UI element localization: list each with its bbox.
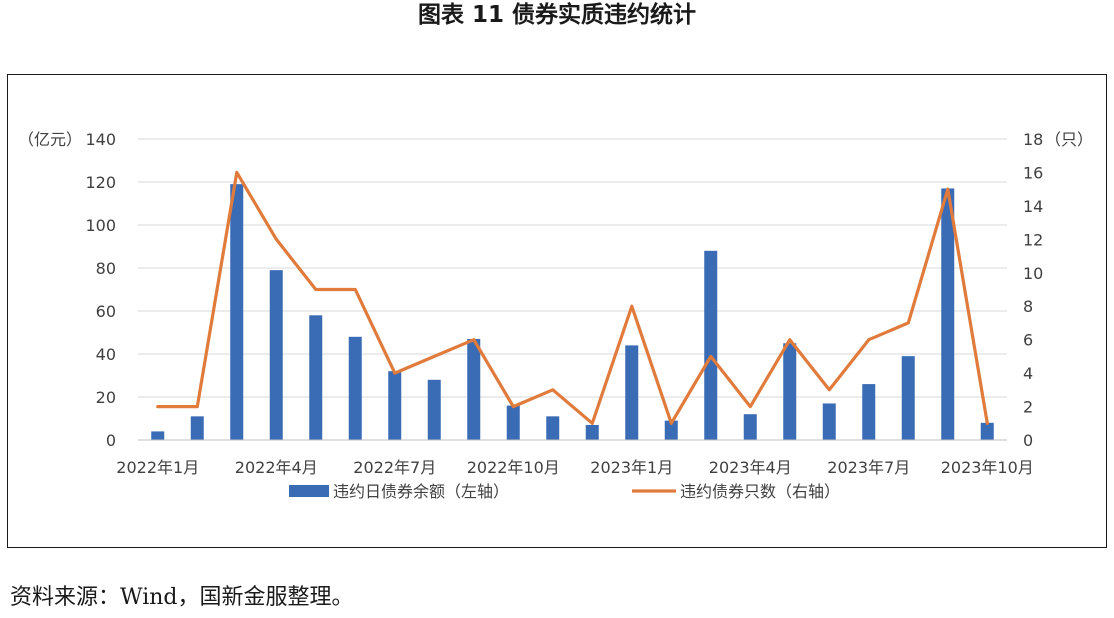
right-axis-tick-label: 2: [1023, 398, 1033, 417]
left-axis-tick-label: 100: [85, 216, 116, 235]
left-axis-tick-label: 40: [96, 345, 116, 364]
right-axis-unit-label: （只）: [1045, 130, 1093, 149]
bar: [388, 371, 402, 440]
x-axis-tick-label: 2022年1月: [116, 458, 199, 477]
bar: [190, 416, 204, 440]
series-line: [156, 170, 989, 425]
right-axis-tick-label: 16: [1023, 163, 1043, 182]
bar: [427, 379, 441, 440]
bar: [783, 343, 797, 440]
chart-title: 图表 11 债券实质违约统计: [417, 2, 697, 28]
bar: [941, 188, 955, 440]
bar: [506, 405, 520, 440]
x-axis-tick-label: 2022年10月: [467, 458, 560, 477]
bar: [862, 384, 876, 440]
bar: [743, 414, 757, 440]
bar: [822, 403, 836, 440]
left-axis-tick-label: 0: [106, 431, 116, 450]
right-axis-tick-label: 10: [1023, 264, 1043, 283]
right-axis-tick-label: 14: [1023, 197, 1043, 216]
right-axis-tick-label: 12: [1023, 230, 1043, 249]
legend-label-bar: 违约日债券余额（左轴）: [333, 482, 509, 501]
bar: [664, 420, 678, 440]
right-axis-tick-label: 0: [1023, 431, 1033, 450]
bar: [625, 345, 639, 440]
bar: [348, 336, 362, 440]
left-axis-tick-label: 140: [85, 130, 116, 149]
bar: [585, 424, 599, 440]
left-axis-tick-label: 120: [85, 173, 116, 192]
x-axis-tick-label: 2023年4月: [709, 458, 792, 477]
bar: [269, 270, 283, 440]
legend-swatch-bar: [289, 485, 329, 497]
left-axis-tick-label: 80: [96, 259, 116, 278]
left-axis-unit-label: （亿元）: [18, 130, 82, 149]
x-axis-tick-label: 2023年10月: [941, 458, 1034, 477]
bar: [230, 184, 244, 440]
bar: [151, 431, 165, 440]
x-axis-tick-label: 2022年4月: [235, 458, 318, 477]
left-axis-tick-label: 60: [96, 302, 116, 321]
left-axis-tick-label: 20: [96, 388, 116, 407]
right-axis-tick-label: 6: [1023, 331, 1033, 350]
x-axis-tick-label: 2023年1月: [590, 458, 673, 477]
bar: [704, 250, 718, 440]
bar: [980, 422, 994, 440]
chart-frame: [7, 74, 1107, 548]
bar: [901, 356, 915, 440]
right-axis-tick-label: 4: [1023, 364, 1033, 383]
x-axis-tick-label: 2023年7月: [827, 458, 910, 477]
right-axis-tick-label: 18: [1023, 130, 1043, 149]
right-axis-tick-label: 8: [1023, 297, 1033, 316]
bar: [309, 315, 323, 440]
bar: [546, 416, 560, 440]
legend-label-line: 违约债券只数（右轴）: [680, 482, 840, 501]
x-axis-tick-label: 2022年7月: [353, 458, 436, 477]
source-note: 资料来源：Wind，国新金服整理。: [10, 585, 354, 610]
bar: [467, 338, 481, 440]
